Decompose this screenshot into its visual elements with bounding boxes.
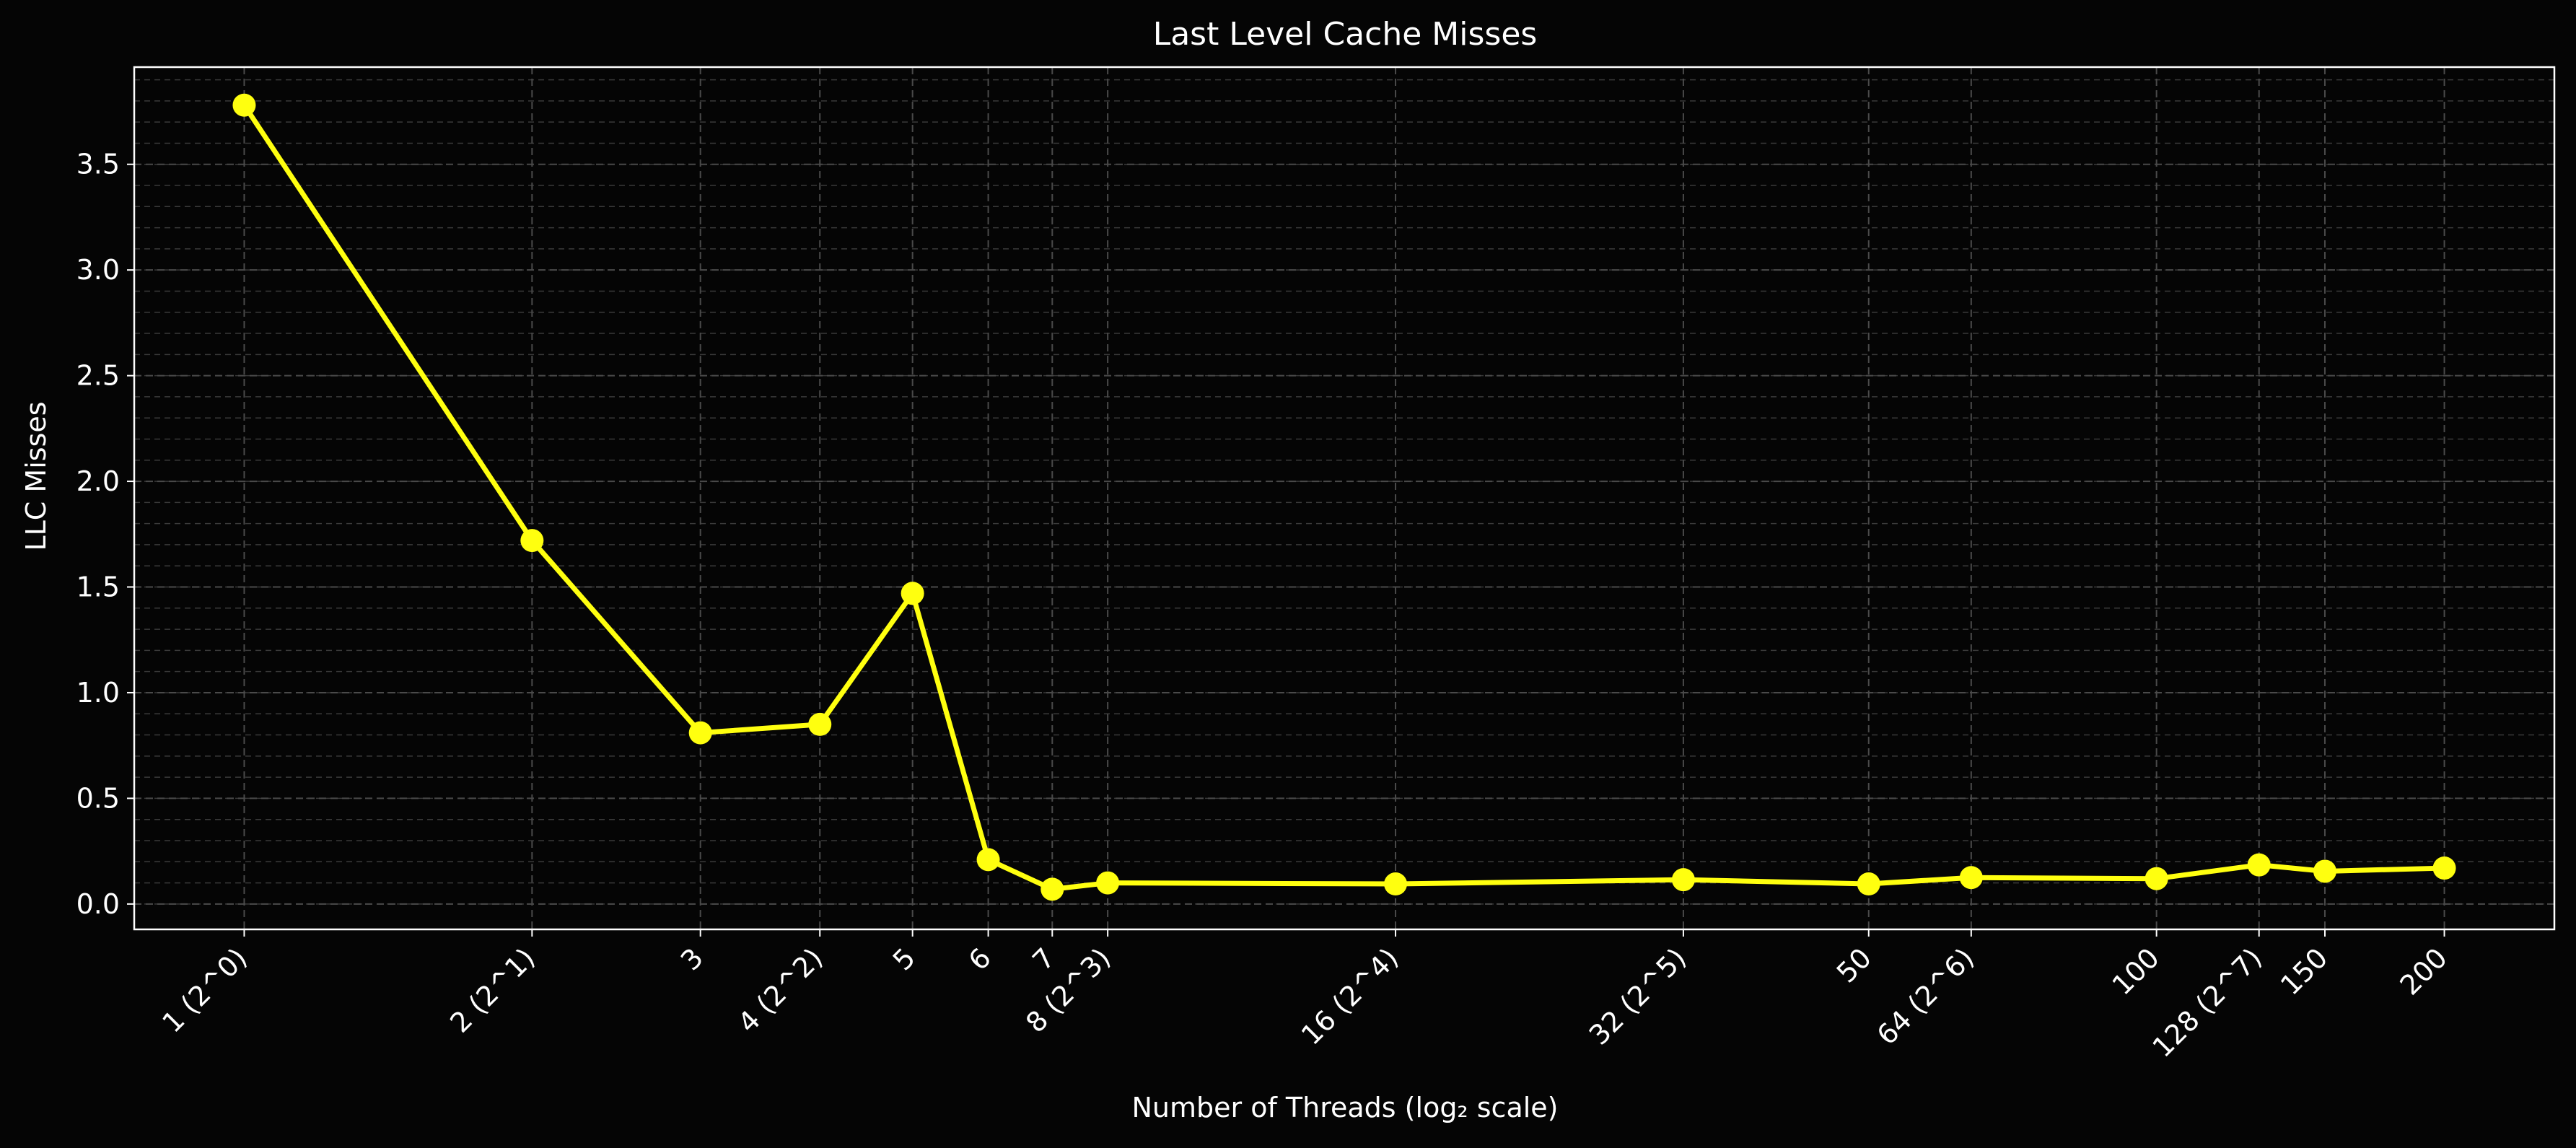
- plot-frame: [133, 66, 2556, 931]
- x-axis-label: Number of Threads (log₂ scale): [1132, 1092, 1559, 1123]
- y-tick-label: 2.0: [76, 465, 120, 497]
- data-point: [1857, 872, 1880, 896]
- y-tick-label: 3.5: [76, 149, 120, 180]
- y-tick-label: 3.0: [76, 254, 120, 286]
- series-line: [242, 103, 2445, 892]
- data-point: [976, 848, 1000, 872]
- data-point: [2313, 859, 2336, 883]
- chart-title: Last Level Cache Misses: [1153, 16, 1538, 53]
- data-point: [1041, 877, 1064, 901]
- y-tick-label: 2.5: [76, 360, 120, 392]
- data-point: [1959, 866, 1983, 890]
- y-tick-label: 1.5: [76, 571, 120, 603]
- y-axis-label: LLC Misses: [20, 401, 52, 551]
- data-point: [1096, 871, 1120, 895]
- data-point: [232, 93, 256, 117]
- data-point: [808, 712, 832, 736]
- data-point: [2247, 853, 2271, 877]
- series-llc-misses: [232, 93, 2456, 901]
- grid: [134, 67, 2554, 929]
- data-point: [688, 721, 712, 745]
- data-point: [2432, 856, 2456, 880]
- y-tick-label: 0.5: [76, 782, 120, 814]
- data-point: [901, 582, 924, 605]
- data-point: [1671, 868, 1695, 892]
- data-point: [1384, 872, 1408, 896]
- data-point: [2145, 867, 2168, 890]
- y-tick-label: 1.0: [76, 677, 120, 709]
- data-point: [520, 529, 544, 553]
- y-tick-label: 0.0: [76, 888, 120, 920]
